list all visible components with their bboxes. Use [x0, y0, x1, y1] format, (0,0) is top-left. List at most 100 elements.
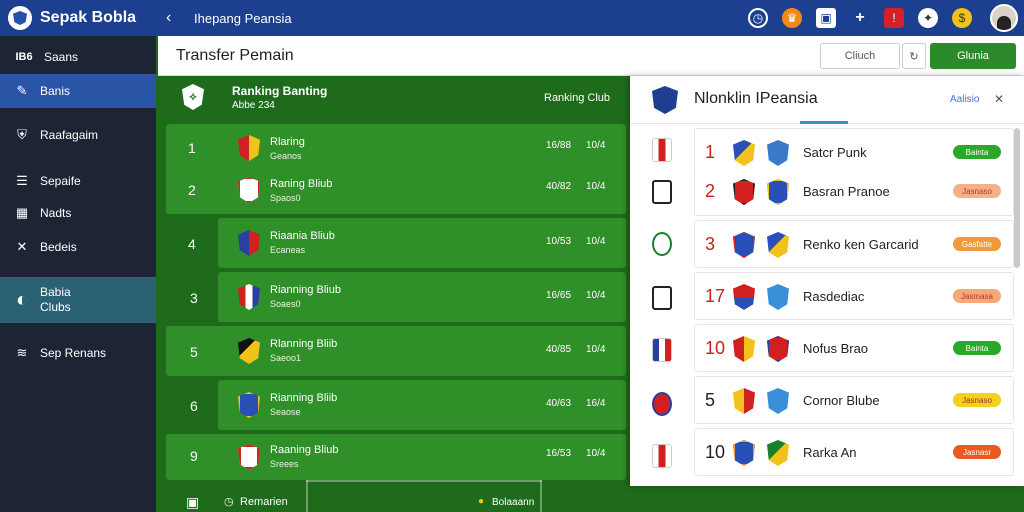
sidebar: IB6 Saans ✎ Banis ⛨ Raafagaim ☰ Sepaife … — [0, 36, 156, 512]
table-row[interactable]: 9 Raaning Bliub Sreees 16/53 10/4 — [166, 434, 626, 480]
sidebar-item-raafagaim[interactable]: ⛨ Raafagaim — [0, 122, 156, 148]
stat-value: 16/88 — [546, 140, 572, 151]
club-name: Raning Bliub — [270, 178, 333, 190]
club-name: Rlanning Bliib — [270, 338, 338, 350]
club-crest-icon — [767, 388, 789, 414]
flag-icon[interactable]: ! — [884, 8, 904, 28]
sidebar-item-banis[interactable]: ✎ Banis — [0, 74, 156, 108]
panel-action-link[interactable]: Aalisio — [950, 94, 980, 105]
flag-icon — [652, 444, 672, 468]
stat-value: 10/4 — [586, 448, 606, 459]
ranking-header: ⟡ Ranking Banting Abbe 234 Ranking Club — [166, 80, 626, 120]
back-arrow-icon[interactable]: ‹ — [166, 9, 172, 26]
club-name: Riaania Bliub — [270, 230, 335, 242]
window-icon[interactable]: ▣ — [816, 8, 836, 28]
plus-icon[interactable]: + — [855, 9, 865, 26]
club-name: Raaning Bliub — [270, 444, 339, 456]
clock-icon[interactable]: ◷ — [748, 8, 768, 28]
list-item[interactable]: 5 Cornor Blube Jasnaso — [694, 376, 1014, 424]
status-badge: Jasmasa — [953, 289, 1001, 303]
status-badge: Jasnaso — [953, 184, 1001, 198]
status-badge: Bainta — [953, 341, 1001, 355]
club-crest-icon — [238, 177, 260, 203]
flag-icon — [652, 286, 672, 310]
sidebar-item-saans[interactable]: IB6 Saans — [0, 44, 156, 70]
sidebar-item-sep-renans[interactable]: ≋ Sep Renans — [0, 340, 156, 366]
list-item[interactable]: 3 Renko ken Garcarid Gasfatte — [694, 220, 1014, 268]
list-item[interactable]: 10 Rarka An Jasnasr — [694, 428, 1014, 476]
scrollbar[interactable] — [1014, 128, 1020, 268]
sidebar-item-nadts[interactable]: ▦ Nadts — [0, 200, 156, 226]
ball-icon: ● — [478, 496, 485, 507]
clock-icon: ◷ — [224, 496, 234, 508]
club-crest-icon — [733, 440, 755, 466]
grid-icon[interactable]: ▣ — [186, 494, 200, 510]
club-sub: Geanos — [270, 151, 302, 161]
trophy-icon[interactable]: ♛ — [782, 8, 802, 28]
pen-icon: ✎ — [16, 83, 28, 98]
table-row[interactable]: 5 Rlanning Bliib Saeoo1 40/85 10/4 — [166, 326, 626, 376]
secondary-button[interactable]: Cliuch — [820, 43, 900, 69]
club-crest-icon — [238, 392, 260, 418]
primary-button[interactable]: Glunia — [930, 43, 1016, 69]
sidebar-item-label: Sep Renans — [40, 346, 107, 360]
page-title: Transfer Pemain — [176, 47, 294, 64]
subheader: Transfer Pemain Cliuch ↻ Glunia — [158, 36, 1024, 76]
club-crest-icon — [767, 140, 789, 166]
table-row[interactable]: 1 Rlaring Geanos 16/88 10/4 2 Raning Bli… — [166, 124, 626, 214]
badge-icon[interactable]: ✦ — [918, 8, 938, 28]
list-item[interactable]: 2 Basran Pranoe Jasnaso — [694, 168, 1014, 216]
close-icon[interactable]: ✕ — [994, 92, 1005, 106]
sidebar-item-label: Bedeis — [40, 240, 77, 254]
sidebar-item-label: Nadts — [40, 206, 72, 220]
rank-number: 2 — [705, 181, 716, 201]
club-crest-icon — [733, 232, 755, 258]
stat-value: 10/53 — [546, 236, 572, 247]
club-crest-icon — [238, 338, 260, 364]
stat-value: 10/4 — [586, 236, 606, 247]
flag-icon — [652, 180, 672, 204]
rank-number: 3 — [705, 234, 716, 254]
status-badge: Bainta — [953, 145, 1001, 159]
tools-icon: ✕ — [16, 239, 28, 254]
club-name: Rasdediac — [803, 289, 865, 304]
sidebar-item-sepaife[interactable]: ☰ Sepaife — [0, 168, 156, 194]
rank-number: 10 — [705, 442, 726, 462]
club-crest-icon — [733, 179, 755, 205]
sidebar-item-sublabel: Clubs — [40, 300, 71, 314]
footer-left-label[interactable]: Remarien — [240, 496, 288, 508]
club-crest-icon — [238, 230, 260, 256]
club-crest-icon — [238, 444, 260, 470]
table-row[interactable]: 4 Riaania Bliub Ecaneas 10/53 10/4 — [188, 218, 626, 268]
panel-title: Nlonklin IPeansia — [694, 90, 818, 107]
status-badge: Jasnaso — [953, 393, 1001, 407]
stat-value: 16/65 — [546, 290, 572, 301]
list-item[interactable]: 10 Nofus Brao Bainta — [694, 324, 1014, 372]
list-item[interactable]: 17 Rasdediac Jasmasa — [694, 272, 1014, 320]
club-crest-icon — [767, 440, 789, 466]
sidebar-item-babia-clubs[interactable]: ◐ Babia Clubs — [0, 277, 156, 323]
grid-icon: ▦ — [15, 205, 29, 220]
sidebar-item-bedeis[interactable]: ✕ Bedeis — [0, 234, 156, 260]
club-name: Nofus Brao — [803, 341, 869, 356]
table-row[interactable]: 6 Rianning Bliib Seaose 40/63 16/4 — [190, 380, 626, 430]
rank-number: 1 — [188, 140, 196, 156]
app-logo-icon — [8, 6, 32, 30]
rank-number: 4 — [188, 236, 196, 252]
rank-number: 1 — [705, 142, 716, 162]
rank-number: 5 — [190, 344, 198, 360]
avatar[interactable] — [990, 4, 1018, 32]
club-sub: Seaose — [270, 407, 301, 417]
refresh-button[interactable]: ↻ — [902, 43, 926, 69]
whistle-icon: ◐ — [15, 288, 29, 311]
sidebar-item-label: Raafagaim — [40, 128, 99, 142]
stat-value: 40/85 — [546, 344, 572, 355]
coin-icon[interactable]: $ — [952, 8, 972, 28]
status-badge: Gasfatte — [953, 237, 1001, 251]
flag-icon — [652, 392, 672, 416]
club-sub: Soaes0 — [270, 299, 301, 309]
club-crest-icon — [733, 284, 755, 310]
table-row[interactable]: 3 Rianning Bliub Soaes0 16/65 10/4 — [190, 272, 626, 322]
club-name: Rlaring — [270, 136, 305, 148]
brand[interactable]: Sepak Bobla — [0, 6, 156, 30]
